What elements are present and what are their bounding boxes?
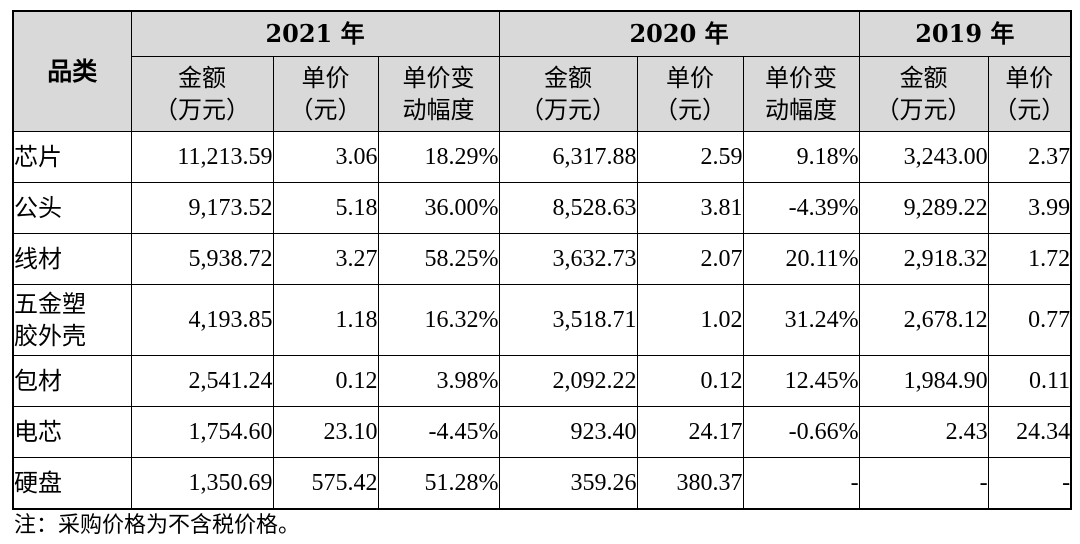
header-row-columns: 金额 （万元） 单价 （元） 单价变 动幅度 金额 （万元） 单价 （元） 单价变 动幅度 …: [13, 56, 1072, 132]
row-label: 五金塑 胶外壳: [12, 284, 132, 356]
header-price: 单价 （元）: [636, 56, 744, 132]
header-change: 单价变 动幅度: [742, 56, 860, 132]
header-year-2020: 2020 年: [498, 10, 860, 57]
cell: 9,289.22: [858, 182, 989, 234]
table-row: 电芯 1,754.60 23.10 -4.45% 923.40 24.17 -0…: [12, 406, 1072, 458]
cell: 11,213.59: [130, 131, 274, 183]
cell: 3,518.71: [498, 284, 638, 356]
cell: 2.07: [636, 233, 744, 285]
table-row: 包材 2,541.24 0.12 3.98% 2,092.22 0.12 12.…: [12, 355, 1072, 407]
table-row: 硬盘 1,350.69 575.42 51.28% 359.26 380.37 …: [12, 457, 1072, 510]
header-year-2019: 2019 年: [858, 10, 1072, 57]
row-label: 硬盘: [12, 457, 132, 510]
cell: -4.39%: [742, 182, 860, 234]
row-label: 包材: [12, 355, 132, 407]
cell: 0.12: [272, 355, 379, 407]
cell: 16.32%: [377, 284, 500, 356]
cell: 5,938.72: [130, 233, 274, 285]
table-row: 公头 9,173.52 5.18 36.00% 8,528.63 3.81 -4…: [12, 182, 1072, 234]
cell: 575.42: [272, 457, 379, 510]
cell: 4,193.85: [130, 284, 274, 356]
cell: 1.02: [636, 284, 744, 356]
cell: 0.77: [987, 284, 1072, 356]
cell: 3,243.00: [858, 131, 989, 183]
row-label: 线材: [12, 233, 132, 285]
cell: -: [987, 457, 1072, 510]
cell: 3.98%: [377, 355, 500, 407]
cell: -: [742, 457, 860, 510]
header-category: 品类: [12, 10, 132, 132]
cell: 2.59: [636, 131, 744, 183]
cell: 51.28%: [377, 457, 500, 510]
header-price: 单价 （元）: [987, 56, 1072, 132]
cell: 3,632.73: [498, 233, 638, 285]
cell: 2.43: [858, 406, 989, 458]
cell: 9.18%: [742, 131, 860, 183]
row-label: 芯片: [12, 131, 132, 183]
header-year-2021: 2021 年: [130, 10, 500, 57]
row-label: 电芯: [12, 406, 132, 458]
cell: 12.45%: [742, 355, 860, 407]
cell: 6,317.88: [498, 131, 638, 183]
row-label: 公头: [12, 182, 132, 234]
cell: 0.11: [987, 355, 1072, 407]
cell: 923.40: [498, 406, 638, 458]
purchase-price-table: 品类 2021 年 2020 年 2019 年 金额 （万元） 单价 （元） 单价变…: [12, 10, 1073, 510]
cell: 359.26: [498, 457, 638, 510]
cell: 24.34: [987, 406, 1072, 458]
header-amount: 金额 （万元）: [130, 56, 274, 132]
cell: 1,984.90: [858, 355, 989, 407]
footnote: 注：采购价格为不含税价格。: [14, 513, 301, 538]
cell: 3.81: [636, 182, 744, 234]
cell: 8,528.63: [498, 182, 638, 234]
cell: 31.24%: [742, 284, 860, 356]
cell: 36.00%: [377, 182, 500, 234]
cell: 5.18: [272, 182, 379, 234]
cell: 380.37: [636, 457, 744, 510]
cell: -0.66%: [742, 406, 860, 458]
table-row: 线材 5,938.72 3.27 58.25% 3,632.73 2.07 20…: [12, 233, 1072, 285]
cell: 24.17: [636, 406, 744, 458]
cell: 1.72: [987, 233, 1072, 285]
cell: -4.45%: [377, 406, 500, 458]
cell: 58.25%: [377, 233, 500, 285]
cell: 3.27: [272, 233, 379, 285]
header-amount: 金额 （万元）: [498, 56, 638, 132]
cell: 9,173.52: [130, 182, 274, 234]
header-row-years: 品类 2021 年 2020 年 2019 年: [12, 10, 1072, 132]
cell: 0.12: [636, 355, 744, 407]
header-price: 单价 （元）: [272, 56, 379, 132]
cell: 3.06: [272, 131, 379, 183]
cell: 20.11%: [742, 233, 860, 285]
cell: -: [858, 457, 989, 510]
cell: 2,092.22: [498, 355, 638, 407]
cell: 2,918.32: [858, 233, 989, 285]
table-row: 芯片 11,213.59 3.06 18.29% 6,317.88 2.59 9…: [12, 131, 1072, 183]
header-amount: 金额 （万元）: [858, 56, 989, 132]
cell: 1,754.60: [130, 406, 274, 458]
cell: 23.10: [272, 406, 379, 458]
cell: 2,541.24: [130, 355, 274, 407]
cell: 1.18: [272, 284, 379, 356]
table-row: 五金塑 胶外壳 4,193.85 1.18 16.32% 3,518.71 1.0…: [12, 284, 1072, 356]
cell: 2.37: [987, 131, 1072, 183]
header-change: 单价变 动幅度: [377, 56, 500, 132]
cell: 3.99: [987, 182, 1072, 234]
cell: 2,678.12: [858, 284, 989, 356]
cell: 1,350.69: [130, 457, 274, 510]
cell: 18.29%: [377, 131, 500, 183]
